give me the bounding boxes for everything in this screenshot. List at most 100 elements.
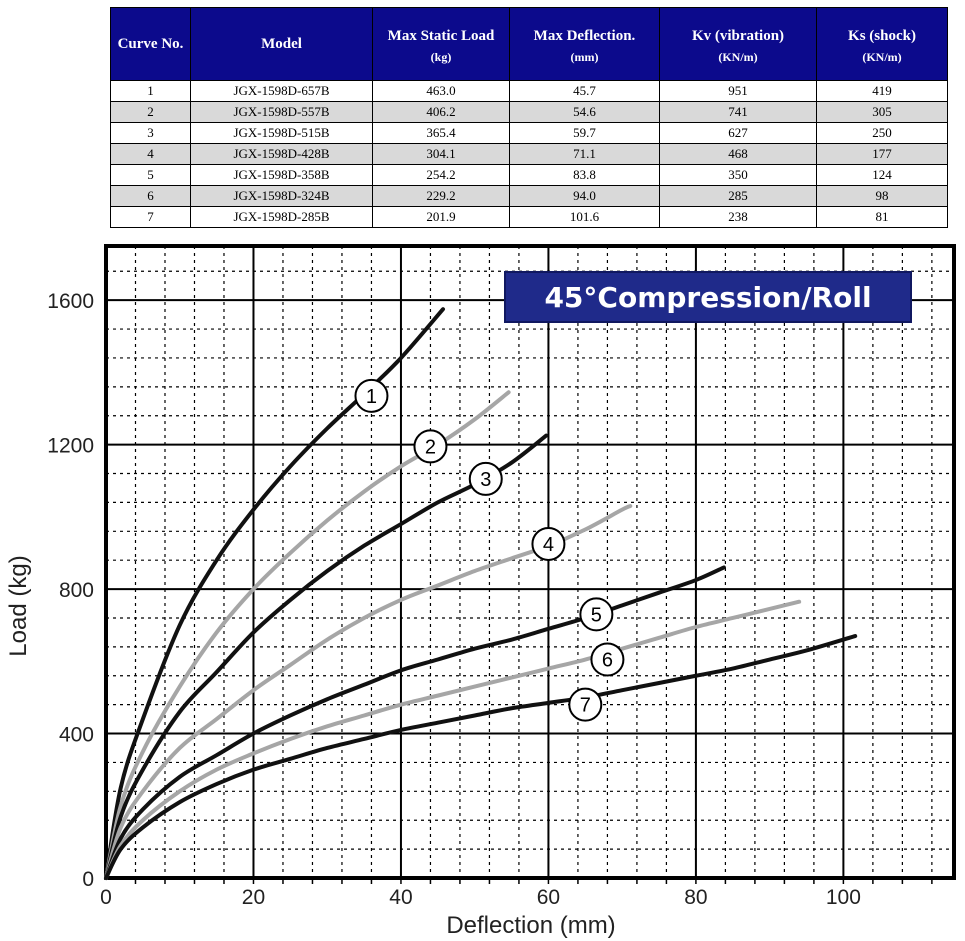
- table-row: 7 JGX-1598D-285B 201.9 101.6 238 81: [110, 206, 948, 228]
- table-cell: 468: [659, 143, 817, 165]
- table-cell: JGX-1598D-557B: [190, 101, 373, 123]
- table-cell: JGX-1598D-358B: [190, 164, 373, 186]
- plot-frame: [104, 244, 956, 880]
- table-cell: 45.7: [509, 80, 660, 102]
- table-cell: 5: [110, 164, 191, 186]
- curve-label-1: 1: [366, 386, 377, 408]
- x-tick-label: 0: [100, 886, 112, 909]
- load-deflection-chart: 1 2 3 4 5 6 7 0 20 40 60 80 100 0 400 800 1200 1600 Def…: [5, 244, 956, 939]
- chart-title-box: 45°Compression/Roll: [504, 271, 912, 323]
- spec-table-body: 1 JGX-1598D-657B 463.0 45.7 951 419 2 JGX-1598D…: [110, 80, 948, 228]
- header-unit: (KN/m): [718, 50, 758, 64]
- curve-6: [104, 599, 802, 880]
- table-cell: JGX-1598D-515B: [190, 122, 373, 144]
- header-row: Curve No. Model Max Static Load (kg) Max Def…: [110, 7, 948, 81]
- x-tick-label: 40: [389, 886, 412, 909]
- curve-label-3: 3: [480, 469, 491, 491]
- header-unit: (kg): [430, 50, 452, 64]
- table-cell: JGX-1598D-657B: [190, 80, 373, 102]
- table-cell: 83.8: [509, 164, 660, 186]
- table-cell: 741: [659, 101, 817, 123]
- y-tick-labels: 0 400 800 1200 1600: [47, 290, 94, 891]
- curve-no-header: Curve No.: [110, 7, 191, 81]
- curve-label-circle: [579, 597, 614, 632]
- header-label: Kv (vibration): [691, 28, 785, 44]
- table-cell: 250: [816, 122, 948, 144]
- table-cell: JGX-1598D-324B: [190, 185, 373, 207]
- table-cell: 254.2: [372, 164, 510, 186]
- table-cell: 419: [816, 80, 948, 102]
- curve-label-5: 5: [591, 604, 602, 626]
- header-label: Curve No.: [117, 36, 184, 52]
- table-cell: 7: [110, 206, 191, 228]
- table-row: 6 JGX-1598D-324B 229.2 94.0 285 98: [110, 185, 948, 207]
- table-cell: 285: [659, 185, 817, 207]
- table-cell: 305: [816, 101, 948, 123]
- table-cell: 201.9: [372, 206, 510, 228]
- table-cell: JGX-1598D-285B: [190, 206, 373, 228]
- table-cell: 304.1: [372, 143, 510, 165]
- y-tick-label: 400: [59, 724, 94, 747]
- header-label: Max Deflection.: [533, 28, 636, 44]
- table-cell: JGX-1598D-428B: [190, 143, 373, 165]
- model-header: Model: [190, 7, 373, 81]
- max-deflection-header: Max Deflection. (mm): [509, 7, 660, 81]
- table-cell: 365.4: [372, 122, 510, 144]
- curve-label-circle: [531, 526, 566, 561]
- y-tick-label: 1200: [47, 435, 94, 458]
- x-tick-label: 100: [826, 886, 861, 909]
- header-unit: (KN/m): [862, 50, 902, 64]
- y-tick-label: 1600: [47, 290, 94, 313]
- table-cell: 350: [659, 164, 817, 186]
- table-cell: 406.2: [372, 101, 510, 123]
- curve-label-7: 7: [580, 695, 591, 717]
- x-tick-label: 80: [684, 886, 707, 909]
- kv-header: Kv (vibration) (KN/m): [659, 7, 817, 81]
- table-cell: 98: [816, 185, 948, 207]
- header-label: Model: [261, 36, 302, 52]
- curve-label-circle: [468, 461, 503, 496]
- table-cell: 124: [816, 164, 948, 186]
- table-cell: 3: [110, 122, 191, 144]
- x-axis-label: Deflection (mm): [446, 912, 615, 939]
- table-cell: 627: [659, 122, 817, 144]
- curve-7: [104, 634, 858, 880]
- curve-label-circle: [413, 429, 448, 464]
- curve-label-4: 4: [543, 534, 554, 556]
- spec-table-header: Curve No. Model Max Static Load (kg) Max Def…: [110, 7, 948, 81]
- y-tick-label: 800: [59, 579, 94, 602]
- table-row: 5 JGX-1598D-358B 254.2 83.8 350 124: [110, 164, 948, 186]
- table-row: 3 JGX-1598D-515B 365.4 59.7 627 250: [110, 122, 948, 144]
- plot-background: [106, 246, 954, 878]
- curve-label-circle: [568, 687, 603, 722]
- curve-label-2: 2: [425, 436, 436, 458]
- y-tick-label: 0: [82, 868, 94, 891]
- header-label: Ks (shock): [848, 28, 916, 44]
- curve-label-6: 6: [602, 650, 613, 672]
- table-row: 4 JGX-1598D-428B 304.1 71.1 468 177: [110, 143, 948, 165]
- table-cell: 229.2: [372, 185, 510, 207]
- table-cell: 94.0: [509, 185, 660, 207]
- curve-labels: 1 2 3 4 5 6 7: [354, 378, 625, 722]
- y-axis-label: Load (kg): [5, 555, 32, 656]
- table-cell: 54.6: [509, 101, 660, 123]
- table-cell: 81: [816, 206, 948, 228]
- table-cell: 101.6: [509, 206, 660, 228]
- x-tick-label: 60: [537, 886, 560, 909]
- x-tick-label: 20: [242, 886, 265, 909]
- minor-grid: [106, 246, 954, 878]
- ks-header: Ks (shock) (KN/m): [816, 7, 948, 81]
- table-row: 2 JGX-1598D-557B 406.2 54.6 741 305: [110, 101, 948, 123]
- table-row: 1 JGX-1598D-657B 463.0 45.7 951 419: [110, 80, 948, 102]
- table-cell: 6: [110, 185, 191, 207]
- chart-title: 45°Compression/Roll: [544, 281, 871, 314]
- table-cell: 71.1: [509, 143, 660, 165]
- curve-label-circle: [590, 642, 625, 677]
- table-cell: 4: [110, 143, 191, 165]
- curve-5: [104, 565, 726, 880]
- table-cell: 951: [659, 80, 817, 102]
- table-cell: 1: [110, 80, 191, 102]
- x-tick-labels: 0 20 40 60 80 100: [100, 886, 861, 909]
- table-cell: 59.7: [509, 122, 660, 144]
- max-static-load-header: Max Static Load (kg): [372, 7, 510, 81]
